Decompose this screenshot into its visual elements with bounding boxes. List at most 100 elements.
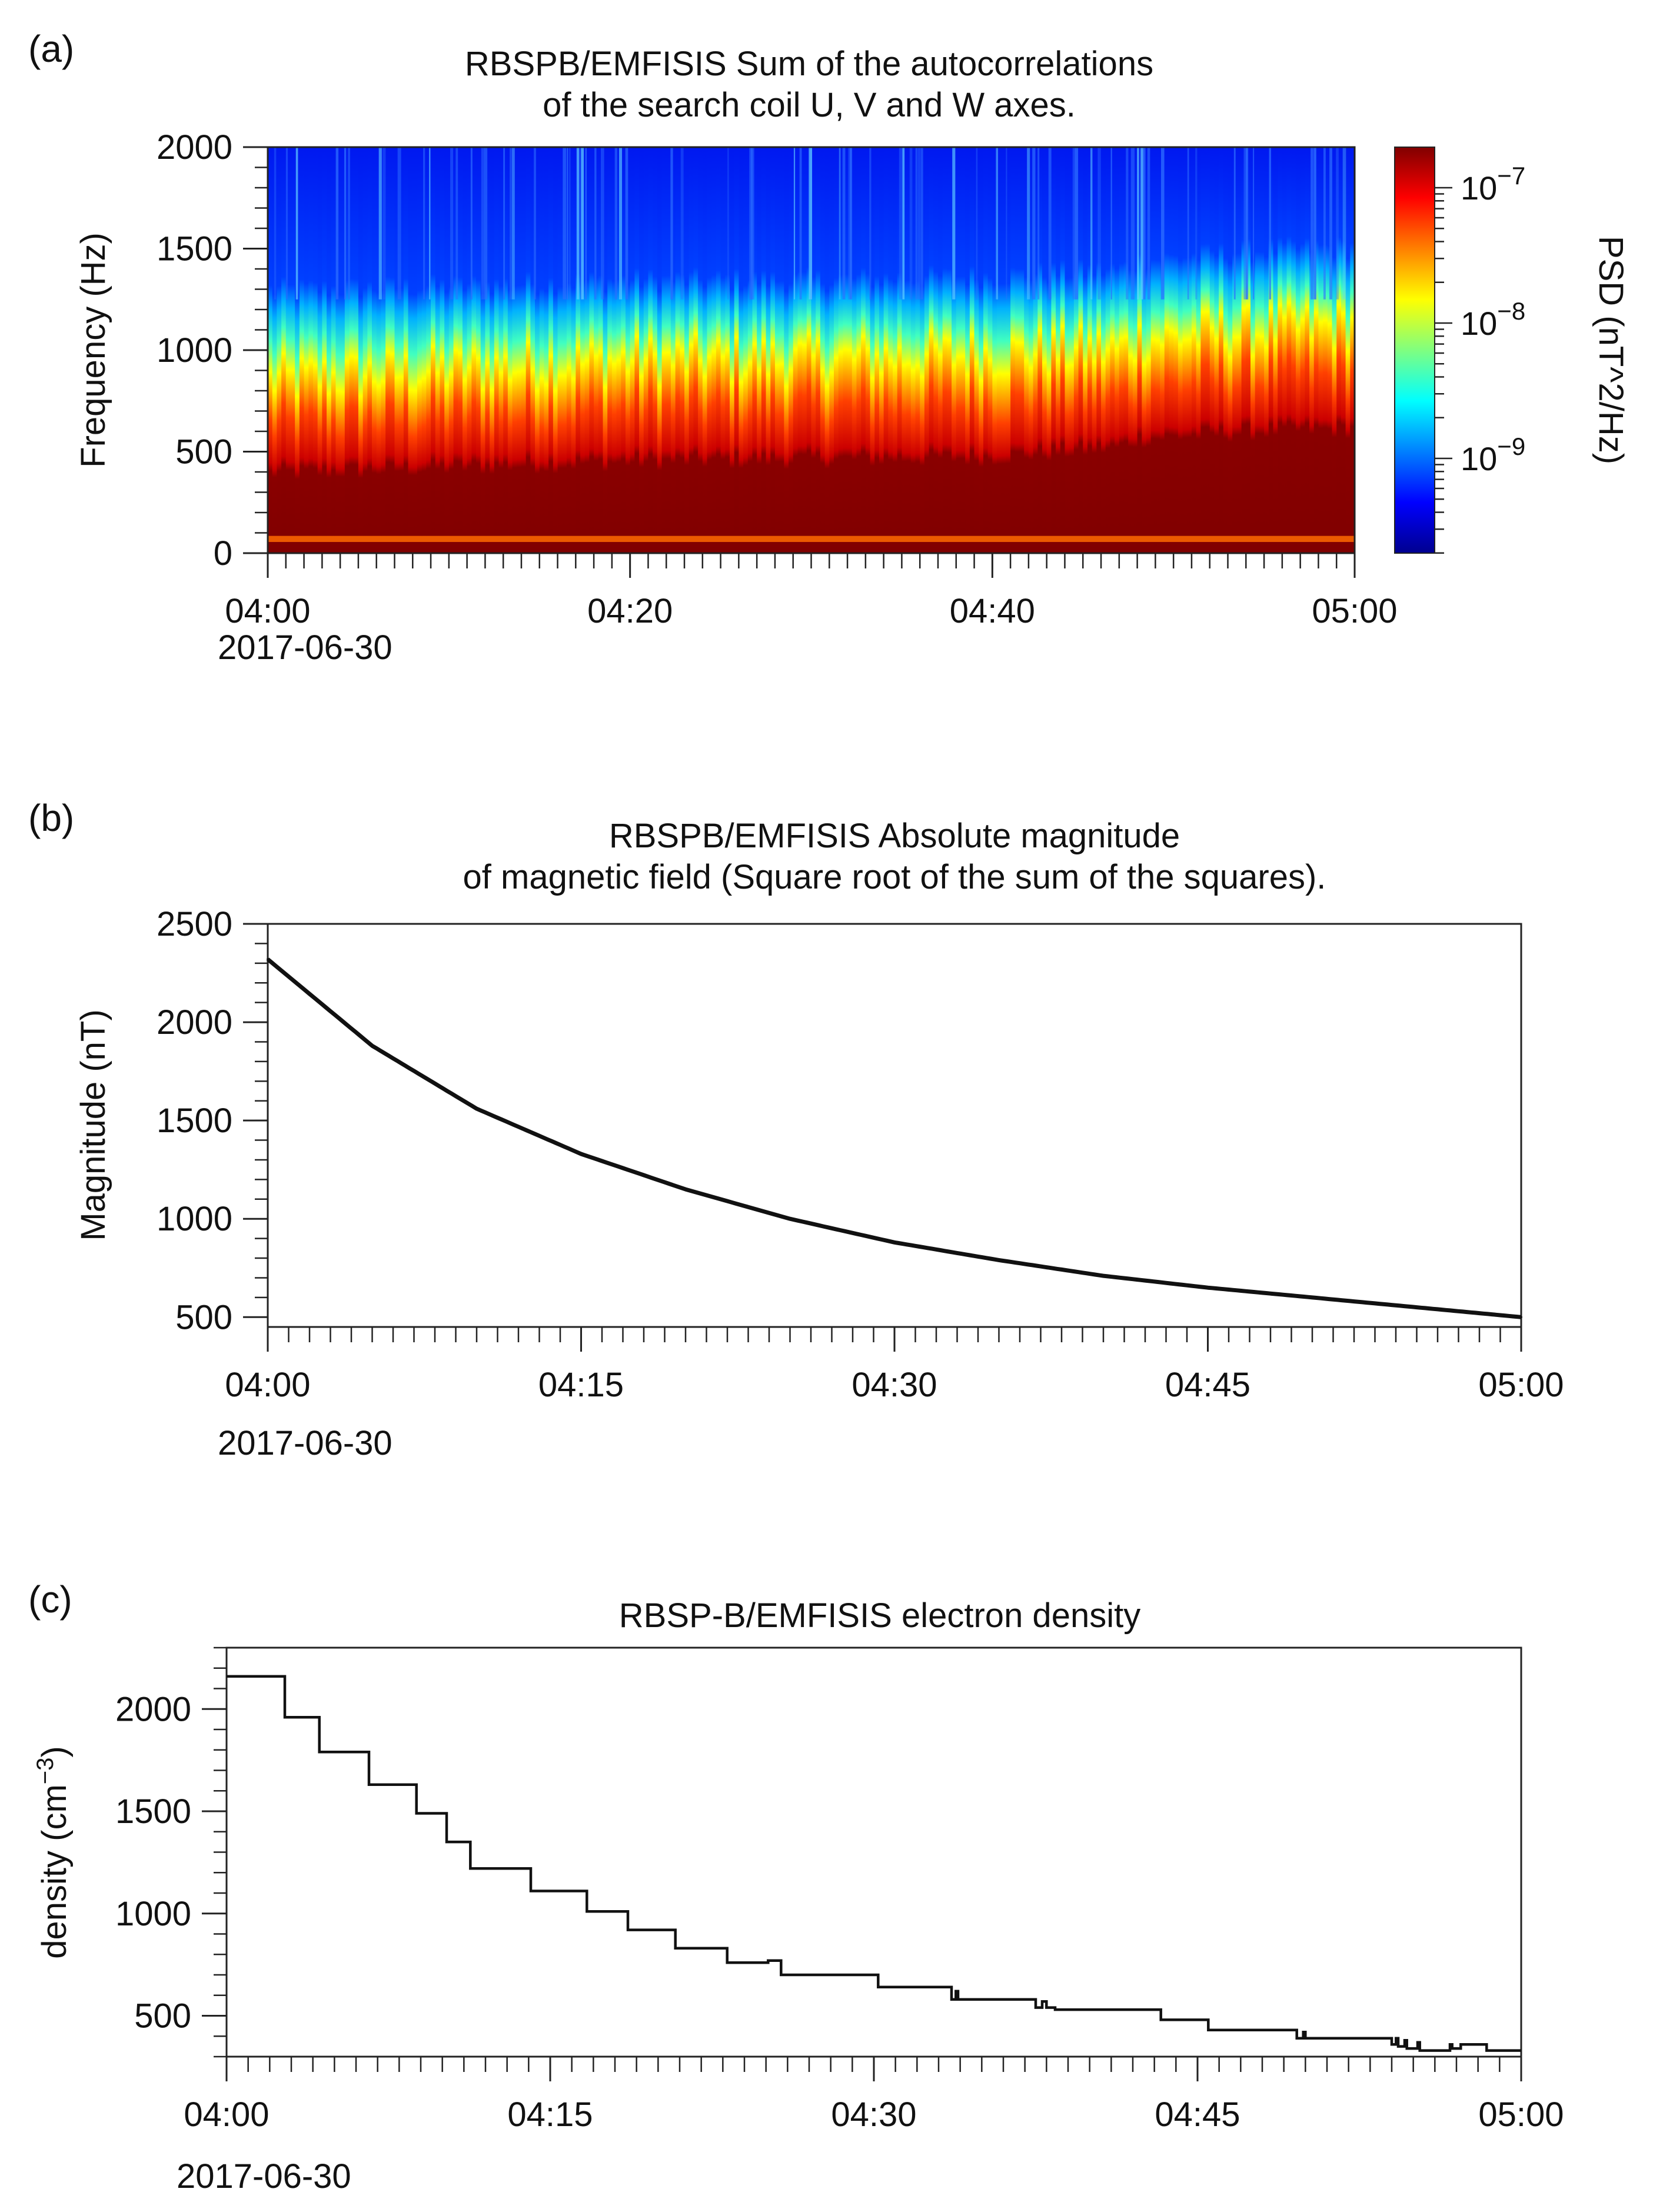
spectrogram-column [390, 147, 395, 553]
spectrogram-column [312, 147, 318, 553]
spectrogram-column [340, 147, 345, 553]
spectrogram-column [1250, 147, 1256, 553]
spectrogram-column [571, 147, 577, 553]
spectrogram-column [843, 147, 848, 553]
panel-c-x-tick-label: 05:00 [1478, 2095, 1564, 2134]
spectrogram-column [277, 147, 282, 553]
spectrogram-streak [470, 147, 473, 300]
spectrogram-column [385, 147, 391, 553]
spectrogram-streak [909, 147, 913, 300]
panel-b-y-tick-label: 1000 [157, 1200, 232, 1238]
spectrogram-column [1332, 147, 1338, 553]
spectrogram-column [888, 147, 893, 553]
spectrogram-streak [1006, 147, 1007, 300]
spectrogram-column [367, 147, 372, 553]
panel-c-series [227, 1675, 1521, 2052]
spectrogram-column [358, 147, 364, 553]
spectrogram-column [1173, 147, 1179, 553]
spectrogram-column [789, 147, 794, 553]
spectrogram-column [431, 147, 436, 553]
spectrogram-streak [383, 147, 386, 300]
spectrogram-streak [727, 147, 729, 300]
spectrogram-column [503, 147, 508, 553]
magnitude-point [1415, 1306, 1418, 1309]
spectrogram-streak [680, 147, 684, 300]
panel-c-ylabel-sup: −3 [32, 1758, 58, 1785]
spectrogram-column [376, 147, 382, 553]
spectrogram-column [725, 147, 730, 553]
spectrogram-streak [1027, 147, 1030, 300]
spectrogram [268, 147, 1355, 553]
spectrogram-streak [576, 147, 580, 300]
spectrogram-column [856, 147, 862, 553]
spectrogram-column [684, 147, 690, 553]
spectrogram-column [675, 147, 681, 553]
colorbar-tick-label: 10−9 [1461, 433, 1525, 477]
spectrogram-column [362, 147, 368, 553]
spectrogram-column [1019, 147, 1025, 553]
spectrogram-column [458, 147, 463, 553]
spectrogram-column [716, 147, 721, 553]
spectrogram-column [1046, 147, 1052, 553]
panel-b-y-tick-label: 2500 [157, 905, 232, 943]
spectrogram-streak [799, 147, 802, 300]
spectrogram-column [1033, 147, 1039, 553]
spectrogram-column [453, 147, 459, 553]
spectrogram-streak [920, 147, 923, 300]
spectrogram-column [304, 147, 310, 553]
spectrogram-column [1336, 147, 1342, 553]
spectrogram-streak [1187, 147, 1189, 300]
spectrogram-column [1209, 147, 1215, 553]
panel-a-y-tick-label: 1000 [157, 331, 232, 370]
spectrogram-column [490, 147, 495, 553]
panel-c-date: 2017-06-30 [177, 2157, 351, 2196]
spectrogram-column [512, 147, 518, 553]
spectrogram-column [1264, 147, 1269, 553]
spectrogram-column [937, 147, 943, 553]
spectrogram-column [1037, 147, 1043, 553]
panel-b-series [266, 957, 1522, 1319]
spectrogram-streak [481, 147, 485, 300]
spectrogram-column [933, 147, 939, 553]
spectrogram-streak [1143, 147, 1146, 300]
spectrogram-streak [1342, 147, 1346, 300]
colorbar-tick-base: 10 [1461, 169, 1497, 207]
spectrogram-column [816, 147, 821, 553]
spectrogram-column [548, 147, 554, 553]
spectrogram-column [643, 147, 649, 553]
colorbar-tick-base: 10 [1461, 305, 1497, 342]
panel-b-y-tick-label: 500 [175, 1298, 232, 1336]
spectrogram-column [1101, 147, 1106, 553]
panel-label-b: (b) [28, 797, 74, 839]
panel-c-x-tick-label: 04:15 [507, 2095, 593, 2134]
panel-a-title-line2: of the search coil U, V and W axes. [543, 86, 1076, 124]
spectrogram-column [408, 147, 414, 553]
spectrogram-column [1323, 147, 1328, 553]
spectrogram-column [1182, 147, 1188, 553]
spectrogram-column [1146, 147, 1152, 553]
spectrogram-streak [809, 147, 812, 300]
spectrogram-streak [511, 147, 515, 300]
spectrogram-column [448, 147, 454, 553]
spectrogram-streak [423, 147, 425, 300]
panel-b-axes: 04:00 04:15 04:30 04:45 05:00 500 1000 1500 2000… [157, 905, 1564, 1404]
panel-label-a: (a) [28, 28, 74, 70]
spectrogram-column [603, 147, 608, 553]
spectrogram-column [902, 147, 907, 553]
spectrogram-streak [534, 147, 536, 300]
spectrogram-column [562, 147, 567, 553]
spectrogram-column [480, 147, 486, 553]
panel-a-ylabel: Frequency (Hz) [74, 232, 112, 468]
spectrogram-streak [567, 147, 568, 300]
spectrogram-column [421, 147, 427, 553]
spectrogram-column [634, 147, 640, 553]
spectrogram-streak [614, 147, 617, 300]
spectrogram-column [444, 147, 450, 553]
panel-c-x-tick-label: 04:00 [184, 2095, 269, 2134]
spectrogram-column [494, 147, 500, 553]
panel-b-title-line2: of magnetic field (Square root of the su… [463, 858, 1326, 896]
spectrogram-column [354, 147, 359, 553]
spectrogram-column [1142, 147, 1147, 553]
panel-a-x-tick-label: 04:20 [587, 592, 673, 630]
spectrogram-column [657, 147, 663, 553]
